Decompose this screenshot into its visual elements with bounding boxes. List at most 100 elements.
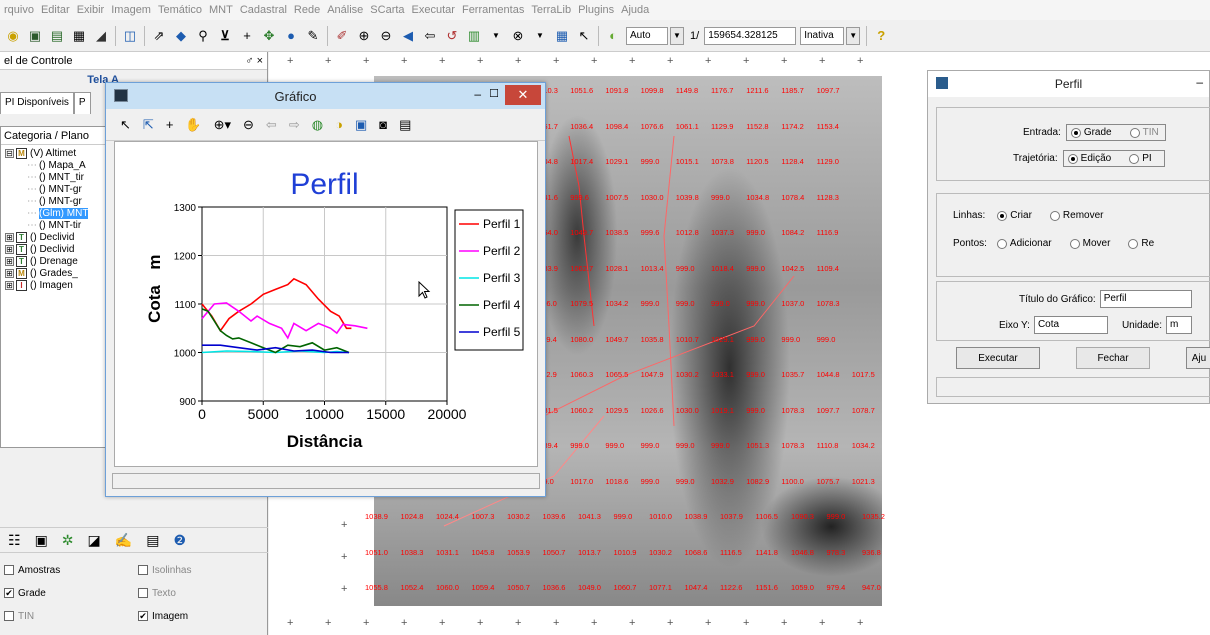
menu-item[interactable]: rquivo	[4, 4, 34, 16]
radio-dot[interactable]	[1129, 127, 1140, 138]
radio-dot[interactable]	[1129, 153, 1140, 164]
database-icon[interactable]: ◉	[7, 27, 19, 43]
checkbox-grade[interactable]: ✔ Grade	[0, 588, 134, 599]
close-icon[interactable]: ♂ ×	[245, 55, 263, 67]
select-icon[interactable]: ⇱	[142, 116, 154, 132]
table-icon[interactable]: ▤	[399, 116, 412, 132]
color-icon[interactable]: ◑	[335, 117, 343, 132]
help-icon[interactable]: ?	[877, 28, 886, 43]
chevron-down-icon[interactable]: ▼	[670, 26, 684, 45]
crosshair-icon[interactable]: +	[243, 28, 251, 43]
tree-item[interactable]: ⊞ M() Grades_	[1, 267, 109, 279]
menu-item[interactable]: Ferramentas	[461, 4, 525, 16]
globe-icon[interactable]: ◍	[311, 116, 324, 132]
radio-dot[interactable]	[996, 238, 1007, 249]
chevron-down-icon[interactable]: ▼	[536, 31, 544, 40]
menu-item[interactable]: Executar	[411, 4, 455, 16]
pan-icon[interactable]: ✥	[263, 27, 275, 43]
checkbox-isolinhas[interactable]: Isolinhas	[134, 565, 268, 576]
tree-item[interactable]: ⋯() MNT-gr	[1, 183, 109, 195]
checkbox-texto[interactable]: Texto	[134, 588, 268, 599]
zoom-in-icon[interactable]: ⊕▾	[213, 116, 232, 132]
help-icon[interactable]: ❷	[173, 531, 186, 548]
radio-grade[interactable]: Grade	[1070, 127, 1112, 138]
ajuda-button[interactable]: Aju	[1186, 347, 1210, 369]
arrow-right-icon[interactable]: ⇨	[288, 116, 300, 132]
menu-item[interactable]: Plugins	[578, 4, 615, 16]
checkbox-box[interactable]	[4, 565, 14, 575]
legend-icon[interactable]: ▣	[34, 531, 48, 548]
pointer-icon[interactable]: ↖	[120, 116, 131, 132]
table-icon[interactable]: ▦	[72, 27, 86, 43]
radio-tin[interactable]: TIN	[1129, 127, 1159, 138]
back-icon[interactable]: ⇦	[424, 27, 436, 43]
pointer-select-icon[interactable]: ⇗	[153, 27, 165, 43]
cursor-icon[interactable]: ↖	[578, 27, 590, 43]
tree-item[interactable]: ⊞ I() Imagen	[1, 279, 109, 291]
measure-icon[interactable]: ⊻	[220, 27, 230, 43]
expand-icon[interactable]: ⊞	[5, 244, 14, 254]
tree-item[interactable]: ⊞ T() Declivid	[1, 243, 109, 255]
minimize-button[interactable]: –	[474, 87, 481, 101]
checkbox-tin[interactable]: TIN	[0, 611, 134, 622]
menu-item[interactable]: MNT	[209, 4, 233, 16]
checkmark-icon[interactable]: ✔	[4, 587, 14, 598]
executar-button[interactable]: Executar	[956, 347, 1040, 369]
locate-icon[interactable]: ●	[287, 28, 295, 43]
grid-view-icon[interactable]: ▦	[555, 27, 569, 43]
tree-item[interactable]: ⋯() Mapa_A	[1, 159, 109, 171]
radio-dot[interactable]	[1128, 238, 1139, 249]
expand-icon[interactable]: ⊞	[5, 268, 14, 278]
tree-item[interactable]: ⊞ T() Drenage	[1, 255, 109, 267]
radio-dot[interactable]	[997, 210, 1008, 221]
maximize-button[interactable]: ☐	[489, 88, 499, 100]
menu-item[interactable]: Ajuda	[621, 4, 650, 16]
window-icon[interactable]: ◫	[123, 27, 137, 43]
menu-item[interactable]: TerraLib	[531, 4, 572, 16]
radio-edicao[interactable]: Edição	[1067, 153, 1111, 164]
table-icon[interactable]: ▤	[146, 531, 160, 548]
mode-select[interactable]: Auto	[626, 26, 668, 45]
arrow-left-icon[interactable]: ⇦	[265, 116, 277, 132]
layers-icon[interactable]: ▥	[467, 27, 481, 43]
tree-item[interactable]: ⋯() MNT-gr	[1, 195, 109, 207]
pan-hand-icon[interactable]: ✋	[185, 116, 202, 132]
menu-item[interactable]: SCarta	[370, 4, 405, 16]
radio-dot[interactable]	[1049, 210, 1060, 221]
fechar-button[interactable]: Fechar	[1076, 347, 1150, 369]
checkbox-box[interactable]	[138, 565, 148, 575]
expand-icon[interactable]: ⊟	[5, 148, 14, 158]
menu-item[interactable]: Temático	[157, 4, 203, 16]
radio-remover[interactable]: Remover	[1049, 210, 1104, 221]
expand-icon[interactable]: ⊞	[5, 232, 14, 242]
checkbox-box[interactable]	[4, 611, 14, 621]
radio-pi[interactable]: PI	[1129, 153, 1152, 164]
radio-dot[interactable]	[1067, 153, 1078, 164]
perfil-titlebar[interactable]: Perfil –	[928, 71, 1209, 97]
tree-item[interactable]: ⋯() MNT_tir	[1, 171, 109, 183]
tool-icon[interactable]: ✎	[307, 27, 319, 43]
refresh-icon[interactable]: ↺	[446, 27, 458, 43]
panel-tab[interactable]: PI Disponíveis	[0, 92, 74, 114]
expand-icon[interactable]: ⊞	[5, 280, 14, 290]
crosshair-icon[interactable]: +	[165, 117, 174, 132]
eixo-y-input[interactable]: Cota	[1033, 316, 1108, 334]
panel-tab[interactable]: P	[73, 92, 91, 114]
close-button[interactable]: ✕	[505, 85, 541, 105]
theme-icon[interactable]: ▤	[50, 27, 64, 43]
zoom-previous-icon[interactable]: ◀	[403, 27, 413, 43]
view-icon[interactable]: ▣	[28, 27, 42, 43]
draw-icon[interactable]: ◢	[96, 27, 106, 43]
tree-item[interactable]: ⋯ (Glm) MNT	[1, 207, 109, 219]
checkmark-icon[interactable]: ✔	[138, 610, 148, 621]
titulo-input[interactable]: Perfil	[1099, 290, 1192, 308]
menu-item[interactable]: Cadastral	[239, 4, 287, 16]
unidade-input[interactable]: m	[1165, 316, 1192, 334]
chevron-down-icon[interactable]: ▼	[846, 26, 861, 45]
list-icon[interactable]: ☷	[8, 531, 21, 548]
chevron-down-icon[interactable]: ▼	[492, 31, 500, 40]
checkbox-imagem[interactable]: ✔ Imagem	[134, 611, 268, 622]
info-icon[interactable]: ◆	[176, 27, 186, 43]
chart-icon[interactable]: ◪	[87, 531, 101, 548]
save-icon[interactable]: ▣	[354, 116, 368, 132]
